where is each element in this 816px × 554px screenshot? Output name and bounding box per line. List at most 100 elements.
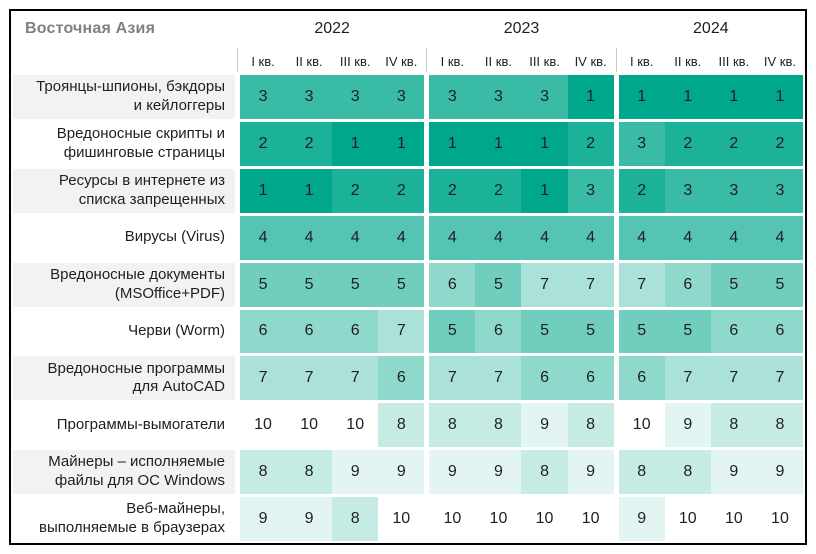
rank-cell: 6 xyxy=(618,356,665,401)
quarter-header: III кв. xyxy=(529,54,560,69)
quarter-header: IV кв. xyxy=(574,54,607,69)
rank-cell: 7 xyxy=(618,262,665,307)
rank-cell: 4 xyxy=(618,215,665,260)
rank-cell: 5 xyxy=(756,262,803,307)
rank-cell: 10 xyxy=(475,497,522,541)
rank-cell: 3 xyxy=(429,75,476,119)
rank-cell: 8 xyxy=(756,403,803,448)
rank-cell: 7 xyxy=(332,356,379,401)
rank-cell: 4 xyxy=(567,215,614,260)
row-label: Вредоносные документы (MSOffice+PDF) xyxy=(13,262,235,307)
rank-cell: 5 xyxy=(521,309,568,354)
rank-cell: 9 xyxy=(664,403,711,448)
rank-cell: 5 xyxy=(240,262,287,307)
rank-cell: 6 xyxy=(429,262,476,307)
rank-cell: 2 xyxy=(332,168,379,213)
quarter-header: I кв. xyxy=(440,54,465,69)
header-divider xyxy=(424,48,430,72)
rank-cell: 9 xyxy=(240,497,287,541)
rank-cell: 7 xyxy=(521,262,568,307)
rank-cell: 10 xyxy=(710,497,757,541)
rank-cell: 1 xyxy=(756,75,803,119)
rank-cell: 5 xyxy=(332,262,379,307)
rank-cell: 10 xyxy=(286,403,333,448)
rank-cell: 3 xyxy=(710,168,757,213)
quarter-header: II кв. xyxy=(484,54,512,69)
rank-cell: 6 xyxy=(521,356,568,401)
quarter-header: I кв. xyxy=(251,54,275,69)
rank-cell: 5 xyxy=(618,309,665,354)
rank-cell: 6 xyxy=(710,309,757,354)
rank-cell: 8 xyxy=(567,403,614,448)
rank-cell: 8 xyxy=(429,403,476,448)
row-label-line: Вредоносные документы xyxy=(50,265,225,283)
row-label-line: (MSOffice+PDF) xyxy=(114,284,225,302)
rank-cell: 10 xyxy=(240,403,287,448)
rank-cell: 7 xyxy=(710,356,757,401)
row-label-line: Вредоносные скрипты и xyxy=(56,125,225,143)
rank-cell: 10 xyxy=(332,403,379,448)
rank-cell: 5 xyxy=(567,309,614,354)
rank-cell: 8 xyxy=(332,497,379,541)
rank-cell: 1 xyxy=(332,121,379,166)
row-label-line: фишинговые страницы xyxy=(63,143,225,161)
rank-cell: 7 xyxy=(378,309,425,354)
page-title: Восточная Азия xyxy=(25,20,156,37)
rank-cell: 4 xyxy=(286,215,333,260)
rank-cell: 9 xyxy=(756,450,803,495)
rank-cell: 9 xyxy=(521,403,568,448)
rank-cell: 6 xyxy=(475,309,522,354)
rank-cell: 7 xyxy=(664,356,711,401)
rank-cell: 3 xyxy=(567,168,614,213)
row-label: Майнеры – исполняемые файлы для ОС Window… xyxy=(13,450,235,495)
row-label-line: Вирусы (Virus) xyxy=(124,228,225,246)
rank-cell: 8 xyxy=(710,403,757,448)
rank-cell: 4 xyxy=(240,215,287,260)
rank-cell: 10 xyxy=(429,497,476,541)
rank-cell: 5 xyxy=(475,262,522,307)
rank-cell: 8 xyxy=(664,450,711,495)
row-label-line: Вредоносные программы xyxy=(47,359,225,377)
rank-cell: 2 xyxy=(475,168,522,213)
rank-cell: 7 xyxy=(475,356,522,401)
rank-cell: 3 xyxy=(475,75,522,119)
rank-cell: 3 xyxy=(240,75,287,119)
rank-cell: 1 xyxy=(378,121,425,166)
row-label: Веб-майнеры, выполняемые в браузерах xyxy=(13,497,235,541)
rank-cell: 3 xyxy=(286,75,333,119)
quarter-header: II кв. xyxy=(295,54,323,69)
rank-cell: 9 xyxy=(378,450,425,495)
rank-cell: 2 xyxy=(286,121,333,166)
quarter-header: III кв. xyxy=(718,54,750,69)
rank-cell: 6 xyxy=(240,309,287,354)
rank-cell: 10 xyxy=(618,403,665,448)
rank-cell: 6 xyxy=(378,356,425,401)
row-label: Троянцы-шпионы, бэкдоры и кейлоггеры xyxy=(13,75,235,119)
rank-cell: 1 xyxy=(429,121,476,166)
quarter-header: I кв. xyxy=(629,54,654,69)
rank-cell: 10 xyxy=(521,497,568,541)
rank-cell: 3 xyxy=(378,75,425,119)
row-label-line: Веб-майнеры, xyxy=(126,500,225,518)
rank-cell: 2 xyxy=(378,168,425,213)
row-label-line: Черви (Worm) xyxy=(128,322,225,340)
rank-cell: 2 xyxy=(618,168,665,213)
rank-cell: 9 xyxy=(710,450,757,495)
rank-cell: 3 xyxy=(332,75,379,119)
rank-cell: 8 xyxy=(521,450,568,495)
rank-cell: 3 xyxy=(756,168,803,213)
rank-cell: 2 xyxy=(710,121,757,166)
row-label-line: списка запрещенных xyxy=(78,190,225,208)
rank-cell: 6 xyxy=(286,309,333,354)
year-header-2024: 2024 xyxy=(693,20,729,37)
rank-cell: 7 xyxy=(429,356,476,401)
rank-cell: 7 xyxy=(756,356,803,401)
rank-cell: 1 xyxy=(475,121,522,166)
rank-cell: 4 xyxy=(710,215,757,260)
rank-cell: 6 xyxy=(664,262,711,307)
rank-cell: 3 xyxy=(664,168,711,213)
rank-cell: 2 xyxy=(567,121,614,166)
row-label-line: Ресурсы в интернете из xyxy=(58,171,225,189)
rank-cell: 5 xyxy=(429,309,476,354)
rank-cell: 4 xyxy=(378,215,425,260)
